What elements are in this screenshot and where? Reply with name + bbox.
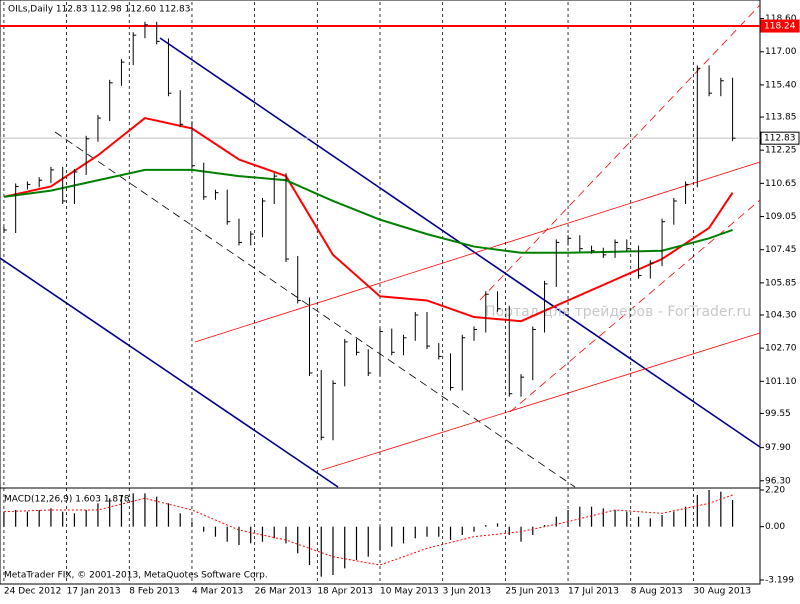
macd-label: MACD(12,26,9) 1.603 1.878 xyxy=(4,495,130,505)
x-tick-label: 3 Jun 2013 xyxy=(443,587,491,597)
y-tick-label: 110.65 xyxy=(765,179,797,189)
price-label: 118.24 xyxy=(764,22,796,32)
x-tick-label: 18 Apr 2013 xyxy=(317,587,373,597)
x-tick-label: 17 Jul 2013 xyxy=(568,587,619,597)
watermark: Портал для трейдеров - ForTrader.ru xyxy=(485,304,751,320)
x-tick-label: 8 Feb 2013 xyxy=(129,587,179,597)
chart-title: OILs,Daily 112.83 112.98 112.60 112.83 xyxy=(8,5,190,15)
y-tick-label: 101.10 xyxy=(765,377,797,387)
macd-signal xyxy=(3,494,733,566)
y-tick-label: 112.25 xyxy=(765,146,797,156)
y-tick-label: 102.70 xyxy=(765,344,797,354)
channel-line xyxy=(0,257,339,488)
y-tick-label: 97.90 xyxy=(765,443,791,453)
macd-y-tick-label: 0.00 xyxy=(765,522,785,532)
y-tick-label: 109.05 xyxy=(765,212,797,222)
x-tick-label: 17 Jan 2013 xyxy=(67,587,121,597)
y-tick-label: 117.00 xyxy=(765,47,797,57)
x-tick-label: 4 Mar 2013 xyxy=(192,587,243,597)
x-tick-label: 24 Dec 2012 xyxy=(4,587,62,597)
red-channel xyxy=(194,161,761,343)
macd-y-tick-label: -3.199 xyxy=(765,576,794,586)
price-label: 112.83 xyxy=(764,134,796,144)
moving-average xyxy=(3,168,733,254)
price-label-box xyxy=(760,131,800,145)
y-tick-label: 118.60 xyxy=(765,14,797,24)
y-tick-label: 99.55 xyxy=(765,409,791,419)
y-tick-label: 115.40 xyxy=(765,80,797,90)
red-channel xyxy=(321,332,761,471)
y-tick-label: 113.85 xyxy=(765,113,797,123)
x-tick-label: 26 Mar 2013 xyxy=(255,587,312,597)
red-channel-dash xyxy=(479,4,761,301)
x-tick-label: 30 Aug 2013 xyxy=(693,587,751,597)
channel-mid xyxy=(54,131,576,488)
y-tick-label: 107.45 xyxy=(765,245,797,255)
x-tick-label: 25 Jun 2013 xyxy=(505,587,559,597)
y-tick-label: 96.30 xyxy=(765,476,791,486)
x-tick-label: 10 May 2013 xyxy=(380,587,439,597)
macd-y-tick-label: 2.20 xyxy=(765,486,785,496)
moving-average xyxy=(3,116,734,323)
y-tick-label: 105.85 xyxy=(765,278,797,288)
x-tick-label: 8 Aug 2013 xyxy=(631,587,683,597)
price-label-box xyxy=(760,19,800,33)
y-tick-label: 104.30 xyxy=(765,310,797,320)
copyright: MetaTrader FIX, © 2001-2013, MetaQuotes … xyxy=(4,571,268,581)
